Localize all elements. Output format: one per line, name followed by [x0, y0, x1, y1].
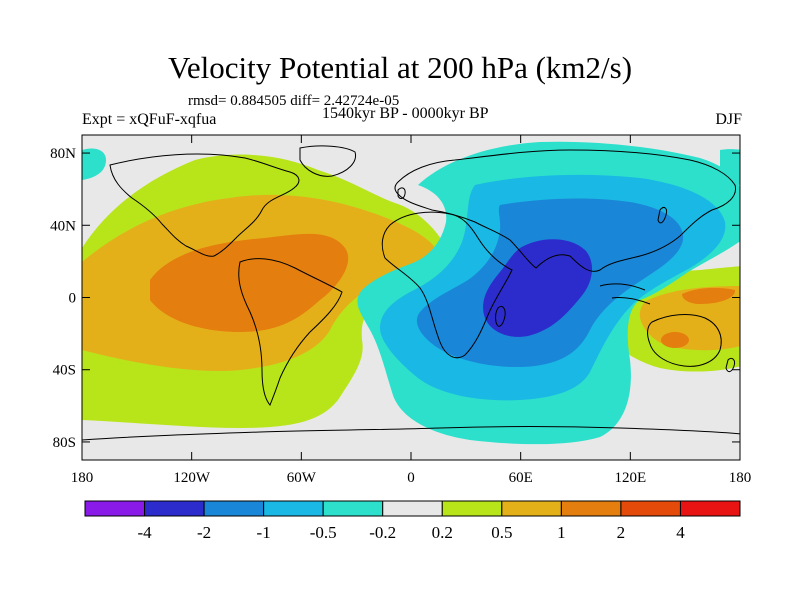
stats-line: rmsd= 0.884505 diff= 2.42724e-05 [188, 93, 400, 109]
colorbar-box [203, 500, 265, 517]
coast-eurasia [394, 149, 737, 272]
colorbar-label: -2 [197, 523, 211, 542]
colorbar-label: 4 [676, 523, 685, 542]
contour-1-west [150, 233, 349, 332]
longitude-axis: 180 120W 60W 0 60E 120E 180 [71, 135, 752, 486]
lon-tick-label: 180 [729, 470, 752, 486]
colorbar-box [263, 500, 324, 517]
colorbar-box [322, 500, 384, 517]
experiment-label: Expt = xQFuF-xqfua [82, 111, 217, 128]
lat-tick-label: 40S [53, 363, 76, 379]
coast-antarctica [82, 426, 740, 441]
colorbar-box [679, 500, 741, 517]
colorbar-labels: -4 -2 -1 -0.5 -0.2 0.2 0.5 1 2 4 [137, 523, 685, 542]
lon-tick-label: 0 [407, 470, 415, 486]
coast-north-america [109, 153, 300, 257]
lon-tick-label: 60W [287, 470, 317, 486]
lon-tick-label: 60E [509, 470, 533, 486]
contour-1-east [682, 287, 736, 304]
colorbar-box [84, 500, 146, 517]
colorbar-box [441, 500, 503, 517]
lon-tick-label: 120E [614, 470, 646, 486]
coast-australia [647, 314, 722, 367]
colorbar-box [501, 500, 562, 517]
colorbar-label: -0.2 [369, 523, 396, 542]
season-label: DJF [715, 111, 742, 128]
lat-tick-label: 80S [53, 435, 76, 451]
lon-tick-label: 180 [71, 470, 94, 486]
colorbar-label: -1 [257, 523, 271, 542]
latitude-axis: 80N 40N 0 40S 80S [50, 146, 740, 451]
lat-tick-label: 80N [50, 146, 76, 162]
lat-tick-label: 40N [50, 218, 76, 234]
colorbar-label: -0.5 [310, 523, 337, 542]
coast-africa [381, 211, 513, 359]
colorbar-box [144, 500, 205, 517]
contour-0.2-northeast [720, 149, 740, 185]
period-label: 1540kyr BP - 0000kyr BP [322, 105, 489, 122]
coastlines [82, 145, 740, 441]
coast-uk [397, 187, 406, 199]
map-plot-area [82, 135, 740, 460]
coast-indonesia [599, 283, 651, 305]
colorbar-label: -4 [137, 523, 152, 542]
lon-tick-label: 120W [173, 470, 211, 486]
colorbar-label: 2 [617, 523, 626, 542]
coast-madagascar [495, 305, 506, 327]
coast-greenland [299, 145, 357, 177]
lat-tick-label: 0 [69, 291, 77, 307]
plot-title: Velocity Potential at 200 hPa (km2/s) [167, 50, 633, 85]
colorbar-label: 0.2 [432, 523, 453, 542]
coast-japan [657, 207, 667, 224]
coast-new-zealand [725, 357, 735, 373]
colorbar-boxes [84, 500, 741, 517]
contour-1-east-small [661, 332, 689, 348]
colorbar-box [382, 500, 443, 517]
contour-minus-2 [483, 239, 593, 337]
contour-0.2-northwest [82, 148, 106, 180]
colorbar-label: 0.5 [491, 523, 512, 542]
coast-south-america [238, 258, 343, 406]
colorbar-box [560, 500, 622, 517]
colorbar-label: 1 [557, 523, 566, 542]
colorbar-box [620, 500, 681, 517]
